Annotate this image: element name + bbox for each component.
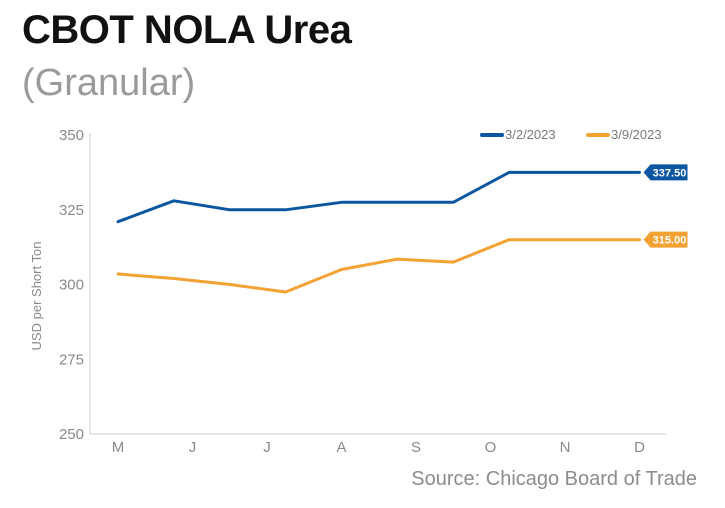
y-tick-label: 350 xyxy=(59,127,84,144)
x-tick-label: J xyxy=(263,439,271,456)
series-line-1 xyxy=(116,170,641,224)
y-tick-label: 300 xyxy=(59,277,84,294)
legend-label-1: 3/2/2023 xyxy=(505,127,556,142)
chart-axes xyxy=(89,133,666,435)
y-axis-label: USD per Short Ton xyxy=(29,242,44,351)
y-axis-ticks: 250 275 300 325 350 xyxy=(59,127,84,443)
chart-legend: 3/2/2023 3/9/2023 xyxy=(480,127,662,142)
end-value-tag-2 xyxy=(643,231,688,248)
x-tick-label: O xyxy=(485,439,497,456)
legend-label-2: 3/9/2023 xyxy=(611,127,662,142)
end-value-tag-1 xyxy=(643,164,688,181)
y-tick-label: 275 xyxy=(59,351,84,368)
x-tick-label: J xyxy=(189,439,197,456)
chart-title: CBOT NOLA Urea xyxy=(22,8,352,52)
chart-subtitle: (Granular) xyxy=(22,62,196,104)
x-tick-label: M xyxy=(112,439,125,456)
source-note: Source: Chicago Board of Trade xyxy=(411,468,697,490)
series-line-2 xyxy=(116,238,641,294)
x-tick-label: S xyxy=(411,439,421,456)
y-tick-label: 250 xyxy=(59,426,84,443)
x-tick-label: N xyxy=(560,439,571,456)
x-tick-label: A xyxy=(336,439,346,456)
chart-series: 337.50 315.00 xyxy=(116,164,688,294)
end-value-label-2: 315.00 xyxy=(653,235,687,247)
y-tick-label: 325 xyxy=(59,202,84,219)
end-value-label-1: 337.50 xyxy=(653,167,687,179)
x-tick-label: D xyxy=(634,439,645,456)
